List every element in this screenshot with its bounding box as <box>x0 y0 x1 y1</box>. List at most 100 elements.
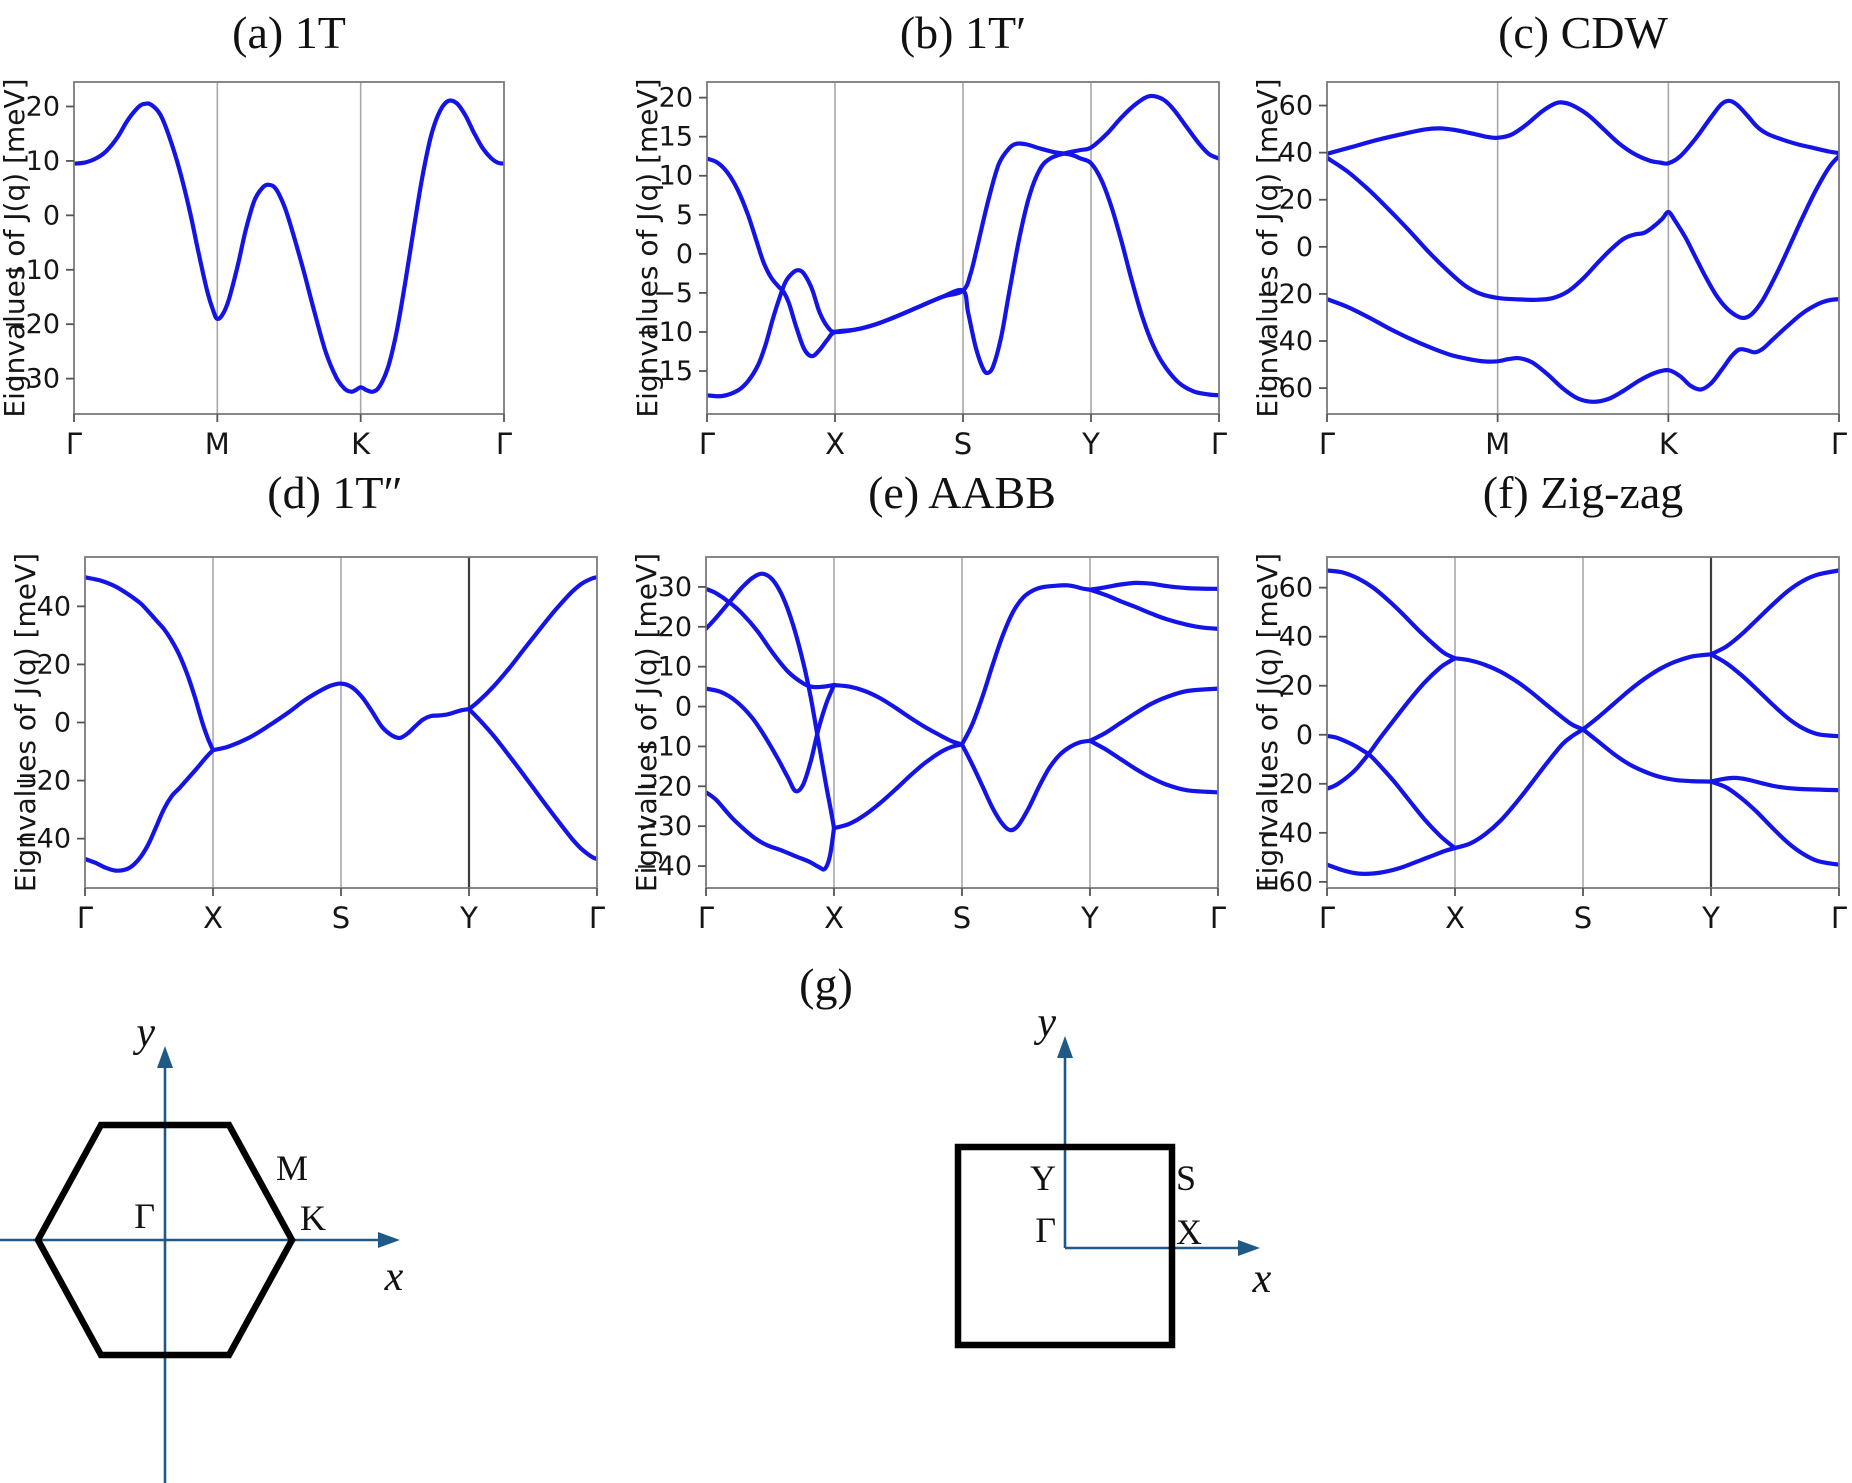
hexagon-m-label: M <box>276 1148 308 1188</box>
x-tick-label: Y <box>1081 427 1100 461</box>
band-curve-band-10 <box>1087 587 1218 631</box>
brillouin-zone-hexagon-diagram: y x Γ MK <box>0 1010 404 1483</box>
y-axis-label: Eignvalues of J(q) [meV] <box>0 78 31 417</box>
x-tick-label: Γ <box>1319 427 1335 461</box>
y-tick-label: 0 <box>676 239 693 270</box>
panel-d-title: (d) 1T″ <box>267 467 402 518</box>
y-axis-label: Eignvalues of J(q) [meV] <box>9 553 42 892</box>
plot-panel-b: 20 15 10 5 0 −5 −10 −15 Γ X S Y Γ Eignvalues of J(q) … <box>631 78 1227 461</box>
band-curve-band-4 <box>706 790 837 872</box>
band-curve-band-3 <box>1327 297 1839 404</box>
y-tick-label: 20 <box>658 612 692 643</box>
band-curve-band-9 <box>1708 568 1839 657</box>
band-curve-band-5 <box>466 707 597 862</box>
y-tick-label: 60 <box>1279 91 1313 122</box>
x-tick-label: M <box>1485 427 1510 461</box>
rectangle-bz-outline <box>954 1143 1176 1349</box>
y-tick-label: 40 <box>1279 622 1313 653</box>
x-tick-label: Γ <box>698 901 714 935</box>
y-tick-label: −40 <box>1256 326 1313 357</box>
hexagon-x-label: x <box>384 1254 404 1300</box>
band-curve-band-1 <box>1327 98 1839 166</box>
y-tick-label: 0 <box>675 692 692 723</box>
x-tick-label: Γ <box>1831 901 1847 935</box>
hexagon-gamma-label: Γ <box>134 1196 155 1236</box>
band-curve-band-4 <box>1327 845 1458 876</box>
subfigure-g-label: (g) <box>799 959 853 1010</box>
x-tick-label: Y <box>459 901 478 935</box>
band-curve-band-9 <box>1087 580 1218 592</box>
band-curve-band-12 <box>1708 779 1839 867</box>
x-tick-label: S <box>953 901 971 935</box>
x-tick-label: Y <box>1701 901 1720 935</box>
y-axis-label: Eignvalues of J(q) [meV] <box>631 78 664 417</box>
x-tick-label: K <box>1659 427 1679 461</box>
y-tick-label: −10 <box>636 317 693 348</box>
x-tick-label: Γ <box>66 427 82 461</box>
band-curve-band-1 <box>85 575 216 753</box>
y-tick-label: 0 <box>43 200 60 231</box>
band-curve-band-1 <box>1327 568 1458 661</box>
x-tick-label: Γ <box>77 901 93 935</box>
band-curve-band-12 <box>1087 738 1218 795</box>
rectangle-gamma-label: Γ <box>1035 1210 1056 1250</box>
y-tick-label: −60 <box>1256 867 1313 898</box>
rectangle-x-axis-arrow-icon <box>1238 1240 1260 1256</box>
hexagon-y-axis-arrow-icon <box>157 1046 173 1068</box>
x-tick-label: Γ <box>1211 427 1227 461</box>
y-tick-label: 5 <box>676 200 693 231</box>
plot-frame <box>73 81 505 415</box>
band-curve-band-1 <box>706 586 837 690</box>
hexagon-k-label: K <box>300 1198 326 1238</box>
y-axis-label: Eignvalues of J(q) [meV] <box>630 553 663 892</box>
band-curve-band-3 <box>210 681 472 753</box>
panel-b-title: (b) 1T′ <box>900 7 1026 58</box>
x-tick-label: X <box>1445 901 1465 935</box>
x-tick-label: X <box>825 427 845 461</box>
x-tick-label: M <box>205 427 230 461</box>
x-tick-label: K <box>351 427 371 461</box>
y-tick-label: −10 <box>635 731 692 762</box>
band-curve-band-7 <box>1580 652 1714 732</box>
x-tick-label: S <box>954 427 972 461</box>
brillouin-zone-rectangle-diagram: y x Y S Γ X <box>954 1000 1272 1349</box>
y-tick-label: −20 <box>635 771 692 802</box>
rectangle-x-point-label: X <box>1176 1212 1202 1252</box>
band-curve-band-3 <box>706 682 837 794</box>
y-tick-label: 10 <box>659 161 693 192</box>
y-tick-label: −40 <box>1256 818 1313 849</box>
y-tick-label: −30 <box>635 811 692 842</box>
plot-frame <box>1326 81 1840 415</box>
band-curve-band-2 <box>1327 656 1458 791</box>
y-tick-label: −20 <box>3 309 60 340</box>
y-tick-label: −10 <box>3 255 60 286</box>
x-tick-label: S <box>1574 901 1592 935</box>
y-tick-label: −20 <box>1256 279 1313 310</box>
y-tick-label: 0 <box>54 708 71 739</box>
hexagon-x-axis-arrow-icon <box>378 1232 400 1248</box>
x-tick-label: S <box>332 901 350 935</box>
y-tick-label: 40 <box>1279 138 1313 169</box>
rectangle-x-label: x <box>1252 1256 1272 1302</box>
band-curve-band-3 <box>1327 733 1458 851</box>
y-tick-label: 20 <box>1279 185 1313 216</box>
panel-e-title: (e) AABB <box>868 467 1056 518</box>
hexagon-y-label: y <box>132 1010 155 1056</box>
band-curve-band-10 <box>1708 652 1839 739</box>
panel-f-title: (f) Zig-zag <box>1483 467 1684 518</box>
y-tick-label: 20 <box>659 83 693 114</box>
band-curve-band-2 <box>1327 154 1839 321</box>
band-curve-band-6 <box>831 742 965 831</box>
panel-a-title: (a) 1T <box>232 7 346 58</box>
y-tick-label: 0 <box>1296 720 1313 751</box>
y-tick-label: 20 <box>1279 671 1313 702</box>
y-tick-label: 20 <box>26 91 60 122</box>
band-curve-band-11 <box>1087 686 1218 743</box>
x-tick-label: Γ <box>589 901 605 935</box>
plot-panel-d: 40 20 0 −20 −40 Γ X S Y Γ Eignvalues of J(q) [meV] <box>9 553 605 935</box>
band-curve-band-6 <box>1452 727 1586 851</box>
rectangle-y-label: y <box>1033 1000 1056 1046</box>
